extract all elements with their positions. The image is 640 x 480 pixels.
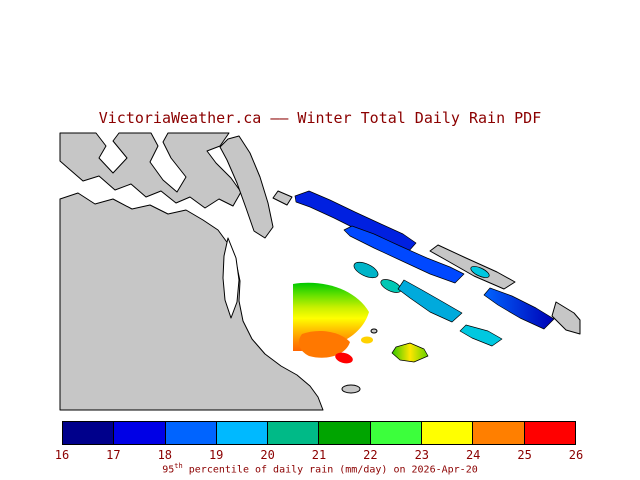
colorbar-tick-label: 18: [157, 448, 173, 462]
colorbar-segment: [267, 422, 319, 444]
colorbar-tick-label: 20: [260, 448, 275, 462]
colorbar-segment: [215, 422, 268, 444]
colorbar-tick-label: 25: [517, 448, 532, 462]
colorbar-tick-label: 17: [106, 448, 121, 462]
rain-region-red: [335, 352, 353, 364]
rain-region-blue: [343, 225, 465, 284]
colorbar-tick-label: 19: [208, 448, 224, 462]
colorbar-segment: [318, 422, 370, 444]
caption-text: percentile of daily rain (mm/day) on 202…: [182, 464, 478, 476]
rain-region-cyan-patch: [470, 266, 490, 278]
colorbar: [62, 421, 576, 445]
colorbar-segment: [472, 422, 524, 444]
rain-data-regions: [294, 190, 555, 363]
water-inlets: [222, 237, 240, 319]
colorbar-tick-row: 16 17 18 19 20 21 22 23 24 25 26: [55, 448, 583, 462]
colorbar-tick-label: 26: [568, 448, 584, 462]
colorbar-segment: [523, 422, 575, 444]
caption-superscript: th: [174, 462, 183, 470]
rain-region-yellow-patch: [361, 336, 373, 344]
inlet: [222, 237, 240, 319]
colorbar-segment: [421, 422, 473, 444]
gray-island: [551, 301, 581, 335]
rain-region-dark-blue: [294, 190, 417, 253]
gray-islet: [370, 328, 378, 334]
land-masses: [59, 132, 581, 411]
colorbar-caption: 95th percentile of daily rain (mm/day) o…: [0, 462, 640, 475]
rain-region-teal: [353, 261, 379, 279]
colorbar-segment: [369, 422, 422, 444]
landmass-central-peninsula: [219, 135, 274, 239]
colorbar-tick-label: 24: [465, 448, 481, 462]
rain-region-cyan: [397, 279, 463, 323]
caption-percentile-value: 95: [162, 464, 175, 476]
colorbar-segment: [113, 422, 165, 444]
rain-region-blue-east: [483, 287, 555, 330]
colorbar-segment: [164, 422, 216, 444]
page-title: VictoriaWeather.ca –– Winter Total Daily…: [98, 109, 542, 127]
colorbar-tick-label: 16: [54, 448, 70, 462]
rain-region-orange: [298, 330, 350, 358]
colorbar-tick-label: 21: [311, 448, 327, 462]
landmass-southwest: [59, 192, 324, 411]
gray-island: [272, 190, 293, 206]
rain-region-cyan-strip: [459, 324, 503, 347]
colorbar-tick-label: 22: [363, 448, 378, 462]
colorbar-tick-label: 23: [414, 448, 430, 462]
landmass-northwest: [59, 132, 242, 209]
rain-region-yellow-green-island: [391, 342, 429, 363]
gray-islet: [341, 384, 361, 394]
rain-region-teal: [380, 279, 402, 293]
rain-gradient-region: [293, 282, 373, 364]
colorbar-segment: [63, 422, 114, 444]
